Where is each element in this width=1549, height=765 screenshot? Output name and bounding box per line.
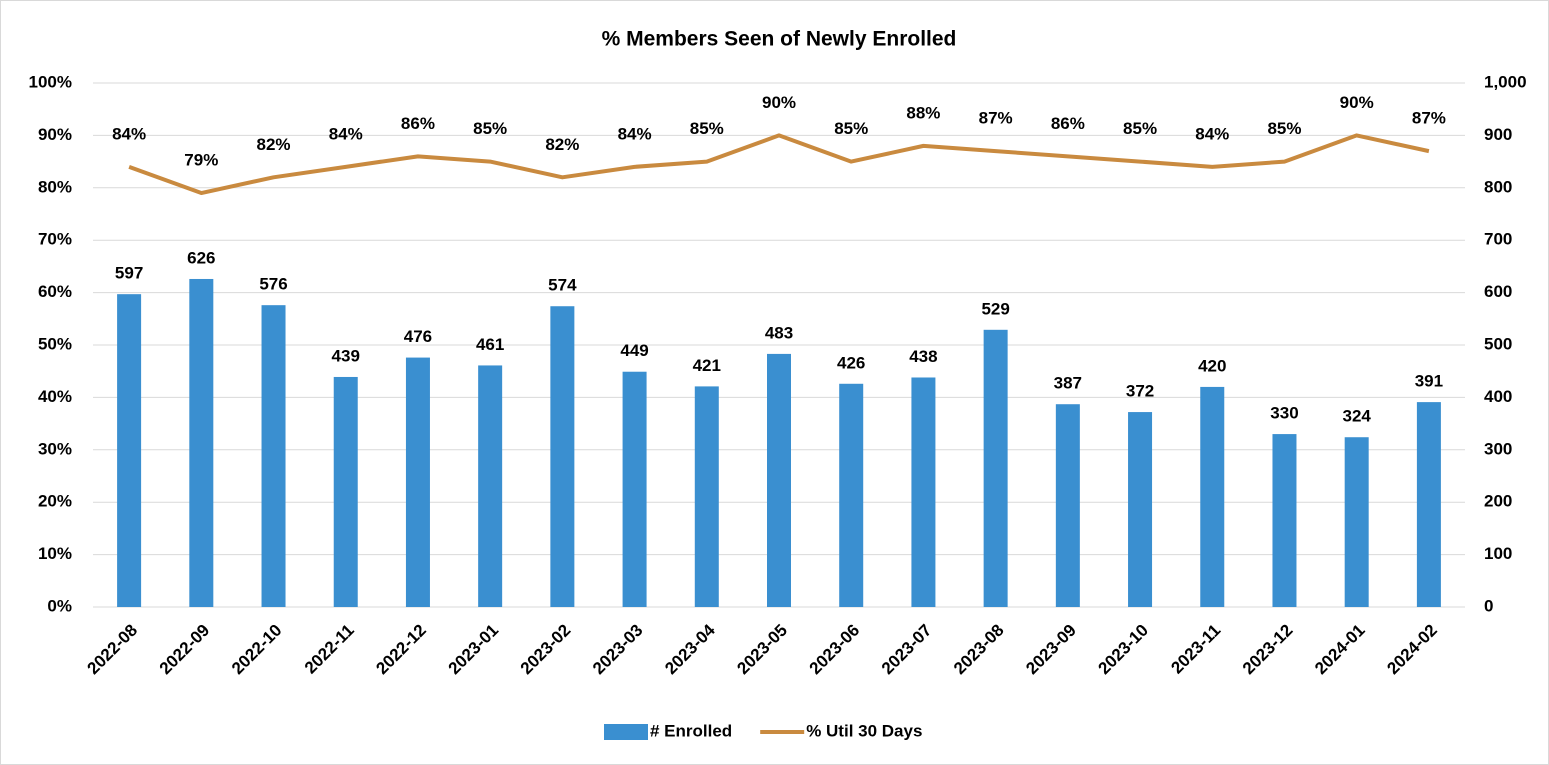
bar-value-label: 449 xyxy=(620,341,648,360)
y2-tick-label: 500 xyxy=(1484,334,1512,353)
bar xyxy=(1200,386,1225,607)
line-value-label: 86% xyxy=(1051,114,1085,133)
bar xyxy=(333,376,358,607)
y2-tick-label: 700 xyxy=(1484,230,1512,249)
bar-value-label: 483 xyxy=(765,323,793,342)
bar xyxy=(261,305,286,607)
bar-value-label: 426 xyxy=(837,353,865,372)
bar xyxy=(1055,404,1080,607)
y2-tick-label: 0 xyxy=(1484,596,1493,615)
bar-value-label: 461 xyxy=(476,335,504,354)
bar xyxy=(478,365,503,607)
bar xyxy=(189,278,214,607)
y2-tick-label: 200 xyxy=(1484,492,1512,511)
line-value-label: 84% xyxy=(618,124,652,143)
y2-tick-label: 800 xyxy=(1484,177,1512,196)
line xyxy=(128,133,1430,196)
bar-value-label: 387 xyxy=(1054,374,1082,393)
legend-label: # Enrolled xyxy=(650,721,732,740)
bar xyxy=(117,294,142,607)
y-tick-label: 30% xyxy=(38,439,72,458)
y-tick-label: 0% xyxy=(47,596,72,615)
y-tick-label: 90% xyxy=(38,125,72,144)
line-value-label: 85% xyxy=(1267,119,1301,138)
chart-title: % Members Seen of Newly Enrolled xyxy=(602,28,957,51)
line-value-label: 86% xyxy=(401,114,435,133)
line-value-label: 88% xyxy=(906,103,940,122)
bar-value-label: 420 xyxy=(1198,356,1226,375)
bar-value-label: 391 xyxy=(1415,372,1443,391)
bar xyxy=(694,386,719,607)
bar xyxy=(405,357,430,607)
bar-value-label: 324 xyxy=(1342,407,1371,426)
bar xyxy=(622,371,647,607)
bar-value-label: 597 xyxy=(115,264,143,283)
bar xyxy=(550,306,575,607)
bar-value-label: 330 xyxy=(1270,404,1298,423)
line-value-label: 84% xyxy=(329,124,363,143)
y-tick-label: 70% xyxy=(38,230,72,249)
bar xyxy=(1128,412,1153,607)
y2-tick-label: 600 xyxy=(1484,282,1512,301)
y2-tick-label: 300 xyxy=(1484,439,1512,458)
legend-label: % Util 30 Days xyxy=(806,721,922,740)
line-value-label: 87% xyxy=(979,109,1013,128)
bar xyxy=(839,383,864,607)
line-value-label: 84% xyxy=(1195,124,1229,143)
line-value-label: 84% xyxy=(112,124,146,143)
y-tick-label: 50% xyxy=(38,334,72,353)
y2-tick-label: 400 xyxy=(1484,387,1512,406)
y-tick-label: 20% xyxy=(38,492,72,511)
bar-value-label: 476 xyxy=(404,327,432,346)
y2-tick-label: 100 xyxy=(1484,544,1512,563)
line-value-label: 87% xyxy=(1412,109,1446,128)
bar-value-label: 626 xyxy=(187,248,215,267)
bar-value-label: 529 xyxy=(981,299,1009,318)
y2-tick-label: 900 xyxy=(1484,125,1512,144)
bar-value-label: 576 xyxy=(259,275,287,294)
bar-value-label: 438 xyxy=(909,347,937,366)
line-value-label: 85% xyxy=(690,119,724,138)
bar xyxy=(1344,437,1369,607)
bar xyxy=(767,353,791,607)
legend-swatch xyxy=(604,724,648,740)
line-value-label: 79% xyxy=(184,151,218,170)
y-tick-label: 80% xyxy=(38,177,72,196)
bar xyxy=(911,377,936,607)
line-value-label: 85% xyxy=(1123,119,1157,138)
y2-tick-label: 1,000 xyxy=(1484,72,1527,91)
bar xyxy=(983,329,1008,607)
line-value-label: 90% xyxy=(762,93,796,112)
bar xyxy=(1416,402,1441,607)
line-value-label: 82% xyxy=(545,135,579,154)
line-value-label: 85% xyxy=(473,119,507,138)
line-value-label: 82% xyxy=(257,135,291,154)
bar-value-label: 439 xyxy=(332,346,360,365)
bar-value-label: 421 xyxy=(693,356,721,375)
line-value-label: 85% xyxy=(834,119,868,138)
bar-value-label: 574 xyxy=(548,276,577,295)
y-tick-label: 40% xyxy=(38,387,72,406)
bar xyxy=(1272,434,1297,607)
y-tick-label: 100% xyxy=(29,72,72,91)
y-tick-label: 60% xyxy=(38,282,72,301)
bar-value-label: 372 xyxy=(1126,382,1154,401)
line-value-label: 90% xyxy=(1340,93,1374,112)
y-tick-label: 10% xyxy=(38,544,72,563)
